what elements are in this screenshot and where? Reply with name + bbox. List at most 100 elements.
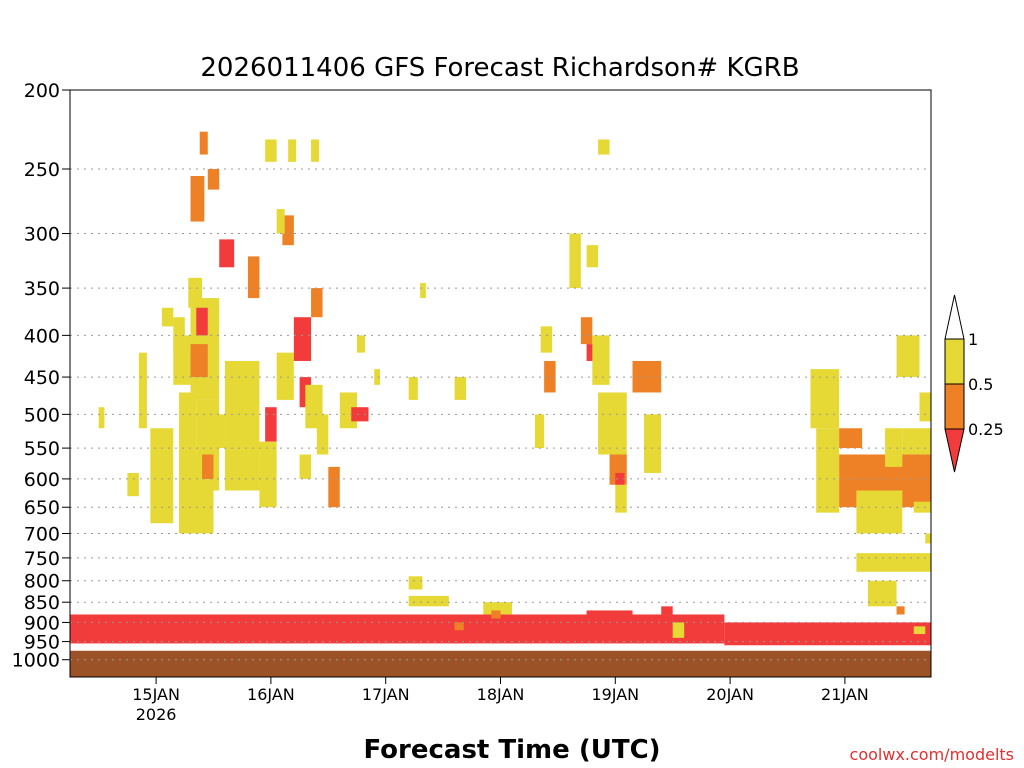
y-tick-label: 850 [24,592,60,614]
data-cell-high [311,139,320,162]
data-cell-high [672,622,685,638]
data-cell-high [592,335,610,385]
data-cell-high [173,317,185,353]
x-tick-sublabel: 2026 [136,705,177,724]
data-cell-high [569,233,581,289]
data-cell-high [856,490,903,534]
legend-colorbar: 1 0.5 0.25 [944,294,1004,473]
y-tick-label: 950 [24,632,60,654]
data-cell-mid [190,176,205,222]
data-cell-high [259,441,277,508]
data-cell-high [299,454,312,479]
y-tick-label: 750 [24,548,60,570]
data-cell-low [661,606,673,615]
legend-label: 0.5 [968,375,993,394]
data-cell-low [586,344,595,361]
x-tick-label: 16JAN [247,685,295,704]
data-cell-high [454,377,467,400]
data-cell-high [902,428,931,455]
data-cell-mid [454,622,464,631]
y-tick-label: 550 [24,438,60,460]
data-cell-low [265,407,277,442]
data-cell-high [213,414,225,449]
plot-area [70,131,931,677]
data-cell-high [615,484,627,513]
y-tick-label: 1000 [12,650,60,672]
y-tick-label: 500 [24,404,60,426]
data-cell-high [885,428,903,467]
y-tick-label: 250 [24,159,60,181]
data-cell-low [615,472,625,485]
chart-title: 2026011406 GFS Forecast Richardson# KGRB [200,53,799,83]
legend-swatch-mid [944,383,965,430]
data-cell-high [896,335,920,378]
data-cell-low [586,610,633,623]
data-cell-high [276,209,285,234]
data-cell-high [288,139,297,162]
data-cell-mid [328,466,340,508]
data-cell-low [219,239,235,268]
x-tick-label: 17JAN [362,685,410,704]
data-cell-high [188,277,203,308]
data-cell-mid [207,168,220,190]
data-cell-high [925,533,931,544]
x-tick-label: 21JAN [821,685,869,704]
x-tick-label: 15JAN [132,685,180,704]
y-tick-label: 700 [24,523,60,545]
data-cell-mid [544,360,556,393]
y-tick-label: 200 [24,80,60,102]
data-cell-high [483,602,512,615]
data-cell-high [913,501,931,513]
data-cell-mid [580,317,593,345]
data-cell-high [173,335,191,385]
y-tick-label: 350 [24,278,60,300]
data-cell-ground [70,650,931,677]
data-cell-high [856,553,931,572]
data-cell-mid [282,215,294,246]
data-cell-high [179,392,197,455]
x-tick-label: 19JAN [591,685,639,704]
data-cell-high [816,428,840,513]
data-cell-high [408,595,449,607]
data-cell-high [919,392,931,422]
data-cell-high [138,352,147,429]
credit-text: coolwx.com/modelts [850,745,1014,764]
data-cell-high [408,576,423,590]
data-cell-high [420,283,426,299]
data-cell-high [127,472,139,497]
x-axis: 15JAN 16JAN 17JAN 18JAN 19JAN 20JAN 21JAN 2026 [132,677,869,724]
y-tick-label: 450 [24,367,60,389]
y-axis: 200 250 300 350 400 450 500 550 600 650 700 7508008… [12,80,70,672]
y-tick-label: 650 [24,497,60,519]
data-cell-high [276,352,294,400]
data-cell-high [357,335,366,353]
data-cell-low [293,317,312,361]
data-cell-high [810,369,840,429]
data-cell-low [351,407,369,422]
x-tick-label: 20JAN [706,685,754,704]
x-tick-label: 18JAN [477,685,525,704]
data-cell-high [224,360,260,491]
data-cell-mid [247,256,260,299]
y-tick-label: 600 [24,469,60,491]
data-cell-high [598,139,610,155]
legend-label: 0.25 [968,420,1004,439]
y-tick-label: 300 [24,224,60,246]
legend-swatch-high [944,338,965,385]
data-cell-high [98,407,105,429]
data-cell-high [316,414,329,455]
data-cell-high [236,392,254,415]
data-cell-low [196,307,208,336]
data-cell-mid [311,288,323,318]
data-cell-mid [202,454,214,479]
legend-swatch-low [944,428,965,473]
y-tick-label: 800 [24,571,60,593]
data-cell-high [150,428,174,524]
data-cell-mid [839,428,863,449]
data-cell-high [534,414,545,449]
data-cell-high [408,377,418,400]
x-axis-label: Forecast Time (UTC) [363,735,660,765]
data-cell-high [374,369,380,385]
data-cell-mid [491,610,501,619]
